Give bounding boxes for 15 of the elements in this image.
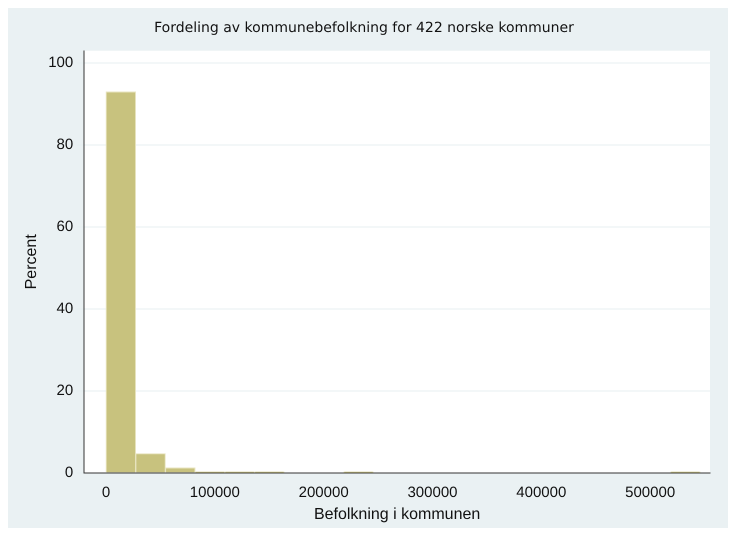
x-tick-label: 500000	[625, 484, 676, 501]
x-tick-label: 200000	[298, 484, 349, 501]
y-axis-title: Percent	[23, 234, 40, 290]
y-tick-label: 80	[56, 136, 74, 154]
x-tick-label: 400000	[516, 484, 566, 501]
x-tick-label: 100000	[190, 484, 240, 501]
y-tick-label: 0	[64, 464, 74, 481]
x-tick-label: 0	[102, 484, 110, 501]
y-tick-label: 60	[56, 218, 74, 236]
y-tick-label: 40	[56, 300, 74, 318]
x-axis-title: Befolkning i kommunen	[314, 506, 480, 523]
y-tick-label: 100	[48, 54, 74, 72]
y-tick-label: 20	[56, 382, 74, 399]
chart-title: Fordeling av kommunebefolkning for 422 norske kommuner	[154, 20, 574, 36]
x-tick-label: 300000	[407, 484, 458, 501]
